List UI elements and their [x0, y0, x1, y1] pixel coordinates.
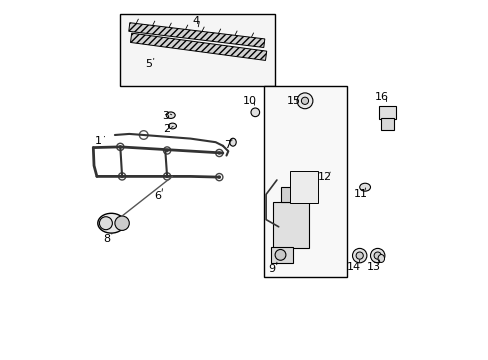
Ellipse shape [229, 138, 236, 146]
Circle shape [370, 248, 384, 263]
Text: 12: 12 [317, 172, 331, 183]
Ellipse shape [168, 123, 176, 129]
Circle shape [121, 175, 123, 177]
Text: 5: 5 [145, 59, 152, 69]
Circle shape [355, 252, 363, 259]
Bar [289, 171, 318, 203]
Ellipse shape [359, 183, 370, 191]
Circle shape [250, 108, 259, 117]
Circle shape [166, 175, 168, 177]
Polygon shape [128, 23, 264, 48]
Text: 11: 11 [353, 189, 366, 199]
Text: 10: 10 [243, 96, 257, 106]
Circle shape [119, 146, 121, 148]
Text: 9: 9 [268, 264, 275, 274]
Ellipse shape [115, 216, 129, 230]
Text: 6: 6 [154, 191, 161, 201]
Bar [273, 202, 309, 248]
Text: 2: 2 [163, 124, 170, 134]
Circle shape [352, 248, 366, 263]
Circle shape [373, 252, 381, 259]
Text: 16: 16 [374, 92, 388, 102]
Text: 4: 4 [192, 16, 199, 26]
Text: 3: 3 [162, 111, 169, 121]
Circle shape [296, 93, 312, 109]
Bar [120, 14, 275, 86]
Circle shape [301, 97, 308, 104]
Ellipse shape [166, 112, 175, 118]
Circle shape [218, 176, 220, 178]
Bar [381, 118, 393, 130]
Circle shape [218, 152, 220, 154]
Text: 8: 8 [103, 234, 110, 244]
Text: 7: 7 [223, 140, 230, 150]
Circle shape [166, 149, 168, 152]
Ellipse shape [98, 213, 124, 233]
Polygon shape [130, 33, 266, 60]
Text: 13: 13 [366, 262, 380, 272]
Text: 14: 14 [346, 262, 361, 272]
Bar [280, 187, 291, 202]
Bar [271, 247, 292, 263]
Bar [264, 86, 346, 277]
Circle shape [275, 249, 285, 260]
Text: 15: 15 [286, 96, 300, 106]
Ellipse shape [377, 255, 384, 262]
Bar [379, 106, 395, 119]
Text: 1: 1 [95, 136, 102, 146]
Circle shape [99, 217, 112, 230]
